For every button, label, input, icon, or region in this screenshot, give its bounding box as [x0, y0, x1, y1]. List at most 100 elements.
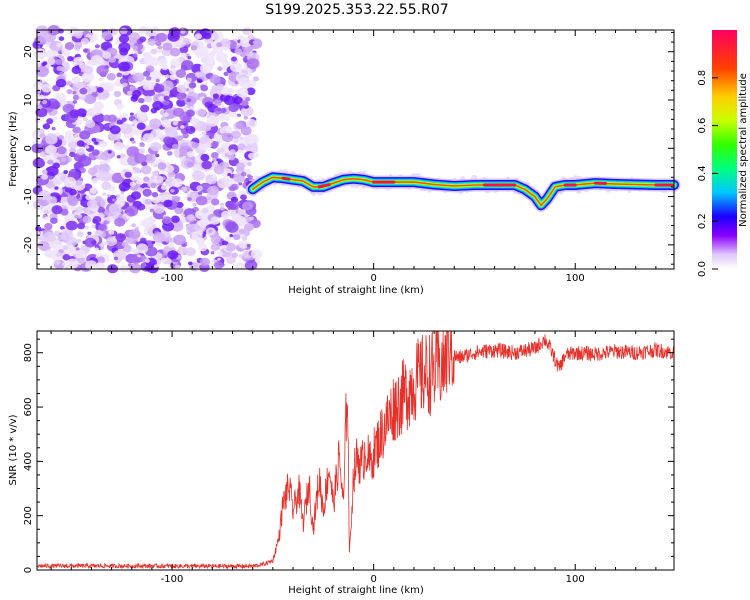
noise-blob: [58, 233, 68, 241]
noise-blob: [76, 140, 85, 147]
noise-blob: [45, 134, 58, 145]
noise-blob: [76, 231, 84, 238]
noise-blob: [92, 216, 102, 224]
noise-blob: [85, 260, 98, 271]
noise-blob: [130, 176, 136, 181]
noise-blob: [131, 123, 135, 127]
noise-blob: [201, 207, 209, 214]
noise-blob: [46, 57, 56, 66]
noise-blob: [157, 58, 168, 67]
noise-blob: [83, 65, 94, 75]
noise-blob: [114, 217, 126, 227]
noise-blob: [172, 143, 179, 150]
noise-blob: [237, 113, 241, 117]
noise-blob: [186, 98, 192, 103]
noise-blob: [71, 66, 82, 75]
noise-blob: [210, 242, 221, 251]
noise-blob: [35, 45, 41, 49]
noise-blob: [100, 246, 105, 250]
noise-blob: [84, 237, 97, 248]
noise-blob: [162, 221, 175, 232]
noise-blob: [90, 55, 103, 65]
noise-blob: [223, 46, 229, 51]
colorbar-label: Normalized spectral amplitude: [738, 73, 749, 227]
noise-blob: [186, 109, 195, 117]
noise-blob: [239, 136, 244, 140]
noise-blob: [90, 172, 95, 176]
noise-blob: [74, 179, 82, 186]
noise-blob: [118, 34, 130, 44]
noise-blob: [119, 123, 133, 135]
noise-blob: [191, 63, 204, 74]
noise-blob: [132, 53, 138, 58]
noise-blob: [101, 181, 112, 191]
noise-blob: [99, 171, 112, 182]
noise-blob: [42, 61, 48, 66]
colorbar-tick-label: 0.6: [697, 118, 708, 134]
y-tick-label: 10: [23, 94, 34, 107]
noise-blob: [72, 100, 78, 104]
noise-blob: [75, 206, 84, 213]
noise-blob: [244, 168, 251, 174]
colorbar-tick-label: 0.8: [697, 70, 708, 86]
noise-blob: [178, 56, 186, 62]
noise-blob: [177, 120, 189, 130]
noise-blob: [95, 262, 106, 270]
noise-blob: [64, 134, 75, 143]
noise-blob: [45, 144, 57, 155]
noise-blob: [176, 98, 186, 107]
noise-blob: [198, 243, 208, 252]
noise-blob: [247, 162, 252, 166]
noise-blob: [52, 50, 58, 56]
noise-blob: [235, 262, 245, 270]
noise-blob: [144, 95, 153, 103]
noise-blob: [194, 71, 202, 78]
noise-blob: [213, 99, 222, 107]
noise-blob: [222, 66, 227, 70]
noise-blob: [138, 97, 145, 104]
y-tick-label: 200: [23, 506, 34, 525]
noise-blob: [158, 96, 165, 101]
noise-blob: [133, 72, 145, 82]
noise-blob: [41, 169, 48, 175]
noise-blob: [108, 56, 117, 63]
noise-blob: [211, 157, 217, 162]
noise-blob: [65, 220, 78, 231]
noise-blob: [67, 56, 74, 62]
noise-blob: [136, 180, 142, 185]
noise-blob: [132, 45, 138, 51]
noise-blob: [127, 263, 132, 267]
noise-blob: [175, 69, 187, 78]
noise-blob: [92, 112, 105, 124]
noise-blob: [35, 226, 42, 232]
noise-blob: [197, 191, 203, 196]
noise-blob: [141, 217, 154, 229]
noise-blob: [169, 74, 178, 81]
noise-blob: [182, 122, 187, 126]
snr-series-line: [36, 330, 675, 570]
noise-blob: [181, 59, 194, 71]
noise-blob: [79, 130, 91, 140]
noise-blob: [242, 201, 254, 211]
noise-blob: [58, 249, 64, 254]
noise-blob: [116, 103, 124, 110]
noise-blob: [245, 118, 258, 129]
noise-blob: [182, 132, 189, 139]
noise-blob: [66, 258, 79, 269]
noise-blob: [150, 48, 158, 55]
noise-blob: [42, 123, 51, 130]
noise-blob: [217, 55, 225, 62]
noise-blob: [186, 77, 192, 82]
noise-blob: [195, 156, 202, 162]
noise-blob: [150, 175, 155, 180]
noise-blob: [66, 104, 74, 110]
noise-blob: [37, 240, 50, 251]
noise-blob: [71, 76, 81, 84]
y-tick-label: 0: [23, 567, 34, 573]
noise-blob: [200, 153, 210, 162]
noise-blob: [217, 257, 221, 261]
noise-blob: [246, 87, 256, 96]
noise-blob: [180, 186, 187, 192]
noise-blob: [118, 182, 130, 192]
noise-blob: [172, 107, 185, 117]
